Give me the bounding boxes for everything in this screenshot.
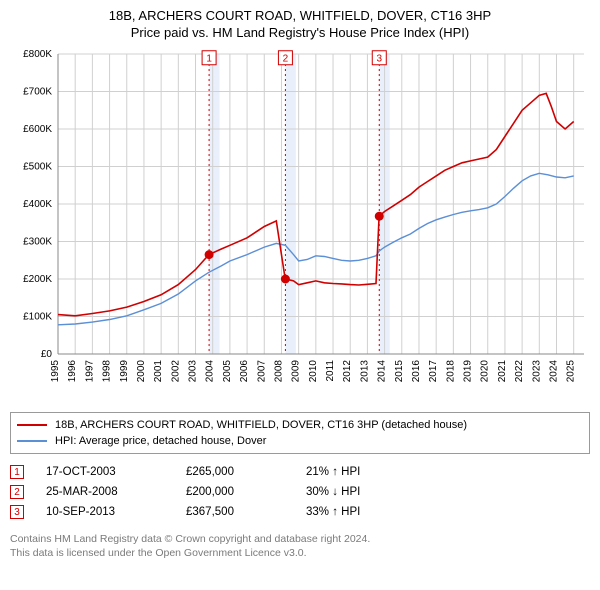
- footer-licence: This data is licensed under the Open Gov…: [10, 546, 590, 560]
- svg-text:2017: 2017: [428, 360, 439, 383]
- svg-text:2025: 2025: [566, 360, 577, 383]
- svg-text:2013: 2013: [359, 360, 370, 383]
- sale-price: £200,000: [186, 486, 306, 498]
- svg-text:£300K: £300K: [23, 237, 52, 248]
- sale-date: 17-OCT-2003: [46, 466, 186, 478]
- sale-price: £265,000: [186, 466, 306, 478]
- svg-text:2022: 2022: [514, 360, 525, 383]
- svg-text:2005: 2005: [222, 360, 233, 383]
- svg-text:1: 1: [206, 53, 212, 64]
- svg-text:2012: 2012: [342, 360, 353, 383]
- svg-text:2002: 2002: [170, 360, 181, 383]
- svg-text:£700K: £700K: [23, 87, 52, 98]
- svg-text:£500K: £500K: [23, 162, 52, 173]
- svg-text:1999: 1999: [119, 360, 130, 383]
- svg-text:3: 3: [376, 53, 382, 64]
- title-block: 18B, ARCHERS COURT ROAD, WHITFIELD, DOVE…: [10, 8, 590, 40]
- svg-text:2009: 2009: [291, 360, 302, 383]
- svg-text:£0: £0: [41, 349, 53, 360]
- legend-label: HPI: Average price, detached house, Dove…: [55, 435, 266, 447]
- title-address: 18B, ARCHERS COURT ROAD, WHITFIELD, DOVE…: [10, 8, 590, 23]
- legend-swatch: [17, 424, 47, 426]
- sale-row: 1 17-OCT-2003 £265,000 21% ↑ HPI: [10, 462, 590, 482]
- legend-item-property: 18B, ARCHERS COURT ROAD, WHITFIELD, DOVE…: [17, 417, 583, 433]
- svg-text:£600K: £600K: [23, 124, 52, 135]
- footer: Contains HM Land Registry data © Crown c…: [10, 532, 590, 560]
- sale-marker-icon: 3: [10, 505, 24, 519]
- svg-text:£100K: £100K: [23, 312, 52, 323]
- sale-delta: 30% ↓ HPI: [306, 486, 426, 498]
- svg-text:1995: 1995: [50, 360, 61, 383]
- legend-item-hpi: HPI: Average price, detached house, Dove…: [17, 433, 583, 449]
- svg-text:2011: 2011: [325, 360, 336, 382]
- svg-text:2006: 2006: [239, 360, 250, 383]
- svg-text:2: 2: [283, 53, 289, 64]
- legend-swatch: [17, 440, 47, 442]
- svg-text:2024: 2024: [548, 360, 559, 383]
- svg-text:2001: 2001: [153, 360, 164, 383]
- svg-text:2014: 2014: [377, 360, 388, 383]
- chart-container: 18B, ARCHERS COURT ROAD, WHITFIELD, DOVE…: [0, 0, 600, 568]
- svg-text:2004: 2004: [205, 360, 216, 383]
- svg-text:2016: 2016: [411, 360, 422, 383]
- svg-text:2007: 2007: [256, 360, 267, 383]
- svg-text:2019: 2019: [463, 360, 474, 383]
- svg-text:£800K: £800K: [23, 49, 52, 60]
- sale-marker-icon: 2: [10, 485, 24, 499]
- sale-row: 2 25-MAR-2008 £200,000 30% ↓ HPI: [10, 482, 590, 502]
- sale-delta: 21% ↑ HPI: [306, 466, 426, 478]
- svg-text:1997: 1997: [84, 360, 95, 383]
- title-subtitle: Price paid vs. HM Land Registry's House …: [10, 25, 590, 40]
- sale-price: £367,500: [186, 506, 306, 518]
- legend: 18B, ARCHERS COURT ROAD, WHITFIELD, DOVE…: [10, 412, 590, 454]
- sale-date: 10-SEP-2013: [46, 506, 186, 518]
- legend-label: 18B, ARCHERS COURT ROAD, WHITFIELD, DOVE…: [55, 419, 467, 431]
- svg-text:2015: 2015: [394, 360, 405, 383]
- svg-text:2023: 2023: [531, 360, 542, 383]
- sale-delta: 33% ↑ HPI: [306, 506, 426, 518]
- sale-row: 3 10-SEP-2013 £367,500 33% ↑ HPI: [10, 502, 590, 522]
- sale-date: 25-MAR-2008: [46, 486, 186, 498]
- sale-marker-icon: 1: [10, 465, 24, 479]
- chart: £0 £100K £200K £300K £400K £500K £600K £700K £80…: [10, 46, 590, 406]
- footer-copyright: Contains HM Land Registry data © Crown c…: [10, 532, 590, 546]
- svg-text:2003: 2003: [188, 360, 199, 383]
- svg-text:2018: 2018: [445, 360, 456, 383]
- svg-text:1996: 1996: [67, 360, 78, 383]
- svg-text:2021: 2021: [497, 360, 508, 383]
- svg-text:1998: 1998: [102, 360, 113, 383]
- svg-text:2008: 2008: [273, 360, 284, 383]
- svg-text:£200K: £200K: [23, 274, 52, 285]
- chart-svg: £0 £100K £200K £300K £400K £500K £600K £700K £80…: [10, 46, 590, 406]
- svg-text:2000: 2000: [136, 360, 147, 383]
- svg-text:2020: 2020: [480, 360, 491, 383]
- sales-table: 1 17-OCT-2003 £265,000 21% ↑ HPI 2 25-MA…: [10, 462, 590, 522]
- svg-text:£400K: £400K: [23, 199, 52, 210]
- svg-text:2010: 2010: [308, 360, 319, 383]
